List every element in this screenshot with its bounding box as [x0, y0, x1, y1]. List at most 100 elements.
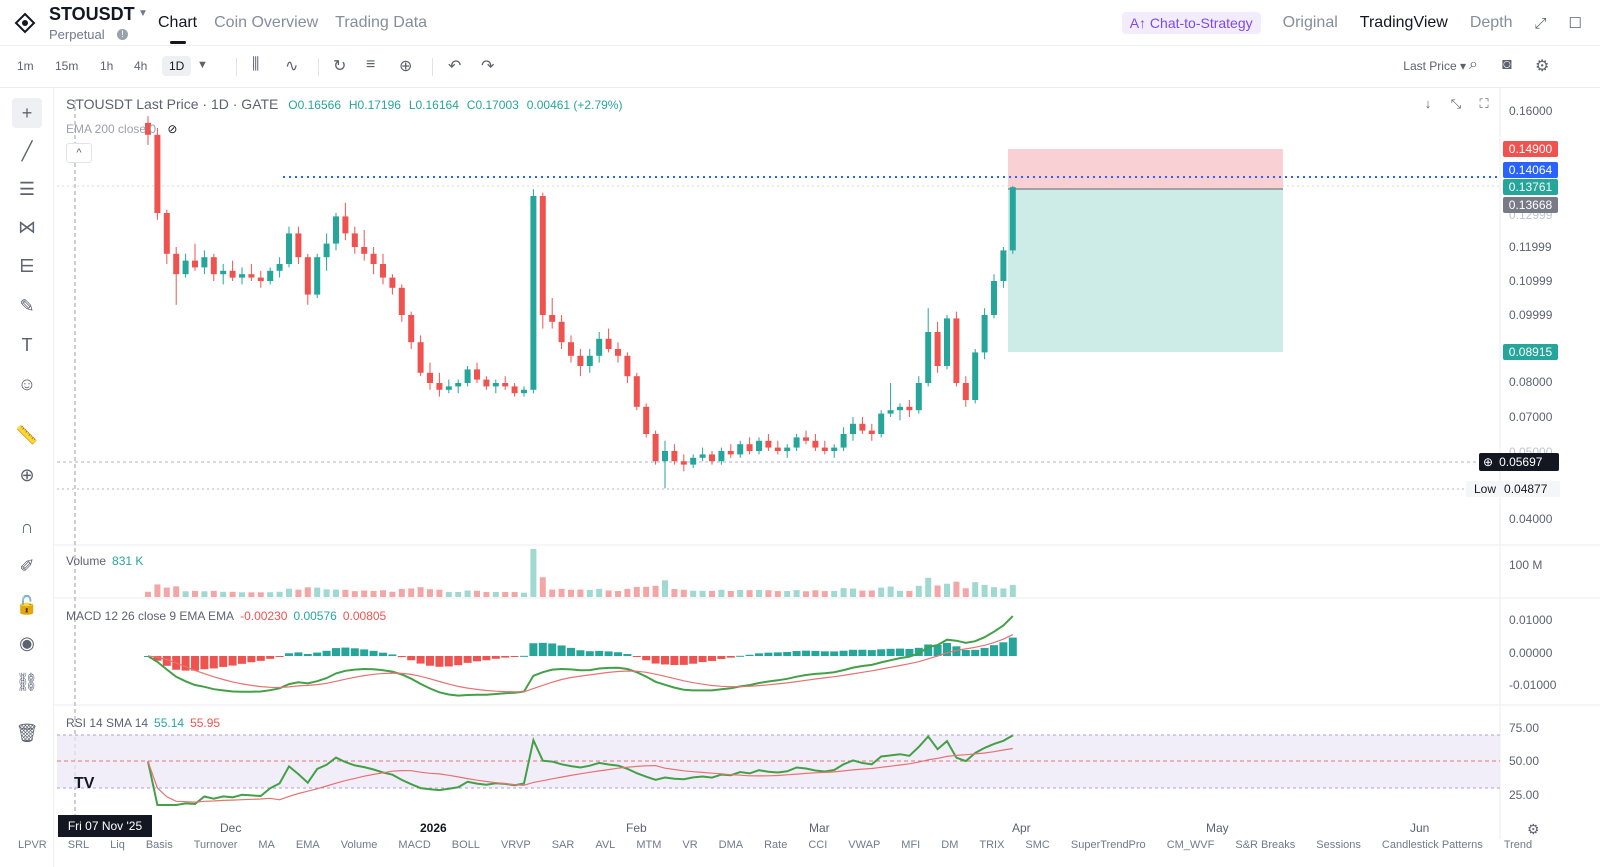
indicator-shortcut[interactable]: SAR: [551, 839, 575, 851]
undo-icon[interactable]: ↶: [448, 58, 462, 75]
macd-histogram-bar: [971, 649, 980, 656]
emoji-icon[interactable]: ☺: [17, 373, 37, 394]
indicator-shortcut[interactable]: LPVR: [18, 839, 47, 851]
indicators-icon[interactable]: ∿: [285, 58, 299, 75]
replay-icon[interactable]: ↻: [333, 58, 347, 75]
timeframe-1d[interactable]: 1D: [162, 56, 192, 76]
chevron-down-icon[interactable]: ▼: [197, 59, 208, 71]
collapse-legend-button[interactable]: ^: [66, 143, 92, 163]
indicator-shortcut[interactable]: SuperTrendPro: [1070, 839, 1146, 851]
timeframe-1h[interactable]: 1h: [100, 59, 114, 73]
indicator-shortcut[interactable]: Candlestick Patterns: [1381, 839, 1483, 851]
risk-zone[interactable]: [1008, 149, 1283, 189]
indicator-shortcut[interactable]: EMA: [295, 839, 320, 851]
window-icon[interactable]: ☐: [1568, 15, 1582, 32]
gear-icon[interactable]: ⚙: [1535, 58, 1550, 75]
tab-tradingview[interactable]: TradingView: [1359, 14, 1448, 31]
lock-draw-icon[interactable]: ✐: [19, 555, 35, 576]
legend-title[interactable]: STOUSDT Last Price · 1D · GATE: [66, 96, 279, 112]
info-icon[interactable]: !: [117, 29, 128, 40]
indicator-shortcut[interactable]: CM_WVF: [1166, 839, 1215, 851]
redo-icon[interactable]: ↷: [481, 58, 495, 75]
indicator-shortcut[interactable]: TRIX: [979, 839, 1005, 851]
trend-line-icon[interactable]: ╱: [21, 140, 33, 161]
volume-bar: [897, 590, 903, 597]
crosshair-icon[interactable]: +: [12, 98, 42, 128]
tab-original[interactable]: Original: [1282, 14, 1338, 31]
add-alert-icon[interactable]: ⊕: [1483, 455, 1494, 469]
horizontal-lines-icon[interactable]: ☰: [18, 178, 36, 199]
tab-depth[interactable]: Depth: [1469, 14, 1513, 31]
fullscreen-icon[interactable]: ⛶: [1479, 96, 1489, 111]
indicator-shortcut[interactable]: CCI: [808, 839, 828, 851]
tab-chart[interactable]: Chart: [158, 14, 198, 44]
indicator-shortcut[interactable]: SRL: [67, 839, 90, 851]
indicator-shortcut[interactable]: Liq: [110, 839, 125, 851]
timeframe-15m[interactable]: 15m: [55, 59, 79, 73]
indicator-shortcut[interactable]: Rate: [764, 839, 788, 851]
indicator-shortcut[interactable]: Volume: [340, 839, 378, 851]
reward-zone[interactable]: [1008, 189, 1283, 352]
indicator-shortcut[interactable]: VRVP: [500, 839, 531, 851]
expand-icon[interactable]: ⤢: [1534, 14, 1547, 32]
indicator-shortcut[interactable]: AVL: [595, 839, 616, 851]
eye-slash-icon[interactable]: ⊘: [167, 122, 178, 136]
volume-bar: [803, 591, 809, 597]
settings-icon[interactable]: ⚙: [1527, 821, 1540, 837]
link-icon[interactable]: ⛓: [15, 671, 39, 692]
indicator-shortcut[interactable]: MFI: [901, 839, 921, 851]
indicator-shortcut[interactable]: BOLL: [451, 839, 480, 851]
price-type-select[interactable]: Last Price ▾: [1403, 59, 1466, 73]
indicator-shortcut[interactable]: MTM: [636, 839, 662, 851]
search-icon[interactable]: ⌕: [1469, 56, 1478, 73]
symbol-name[interactable]: STOUSDT: [49, 4, 135, 24]
collapse-icon[interactable]: ⤡: [1450, 96, 1462, 111]
eye-icon[interactable]: ◉: [19, 632, 35, 653]
volume-bar: [690, 590, 697, 597]
tab-trading-data[interactable]: Trading Data: [335, 14, 428, 31]
indicator-shortcut[interactable]: SMC: [1025, 839, 1050, 851]
magnet-icon[interactable]: ∩: [20, 516, 34, 537]
chat-to-strategy-button[interactable]: A↑ Chat-to-Strategy: [1121, 12, 1261, 34]
brush-icon[interactable]: ✎: [19, 295, 35, 316]
indicator-shortcut[interactable]: MA: [258, 839, 275, 851]
templates-icon[interactable]: ≡: [366, 56, 376, 73]
alert-add-icon[interactable]: ⊕: [399, 58, 413, 75]
indicator-shortcut[interactable]: Basis: [145, 839, 173, 851]
timeframe-4h[interactable]: 4h: [134, 59, 148, 73]
indicator-shortcut[interactable]: DMA: [718, 839, 744, 851]
macd-histogram-bar: [980, 647, 989, 656]
macd-histogram-bar: [294, 652, 303, 656]
ema-legend[interactable]: EMA 200 close 0 ⊘: [66, 122, 177, 136]
indicator-shortcut[interactable]: Sessions: [1316, 839, 1361, 851]
ruler-icon[interactable]: 📏: [15, 424, 39, 445]
camera-icon[interactable]: ◙: [1502, 56, 1512, 73]
indicator-shortcut[interactable]: VR: [682, 839, 698, 851]
indicator-shortcut[interactable]: Turnover: [193, 839, 238, 851]
pattern-icon[interactable]: ⋈: [18, 216, 36, 237]
zoom-in-icon[interactable]: ⊕: [19, 464, 35, 485]
candle: [850, 423, 856, 434]
indicator-shortcut[interactable]: S&R Breaks: [1235, 839, 1296, 851]
tab-coin-overview[interactable]: Coin Overview: [214, 14, 319, 31]
candle: [615, 349, 621, 356]
candle: [229, 270, 236, 278]
indicator-shortcut[interactable]: Trend: [1503, 839, 1533, 851]
volume-bar: [671, 589, 678, 597]
crosshair-price-tag[interactable]: ⊕ 0.05697: [1479, 453, 1559, 471]
trash-icon[interactable]: 🗑: [15, 722, 39, 743]
fib-icon[interactable]: ⋿: [19, 255, 35, 276]
scroll-down-icon[interactable]: ↓: [1424, 96, 1432, 111]
indicator-shortcut[interactable]: MACD: [398, 839, 431, 851]
candle-type-icon[interactable]: ⫼: [252, 56, 260, 73]
timeframe-1m[interactable]: 1m: [17, 59, 34, 73]
ema-label: EMA 200 close 0: [66, 122, 157, 136]
lock-icon[interactable]: 🔓: [15, 594, 39, 615]
indicator-shortcut[interactable]: DM: [941, 839, 959, 851]
chevron-down-icon[interactable]: ▼: [138, 8, 148, 19]
macd-histogram-bar: [162, 656, 171, 666]
indicator-shortcut[interactable]: VWAP: [848, 839, 881, 851]
macd-label: MACD 12 26 close 9 EMA EMA: [66, 609, 235, 623]
text-icon[interactable]: T: [21, 334, 33, 355]
